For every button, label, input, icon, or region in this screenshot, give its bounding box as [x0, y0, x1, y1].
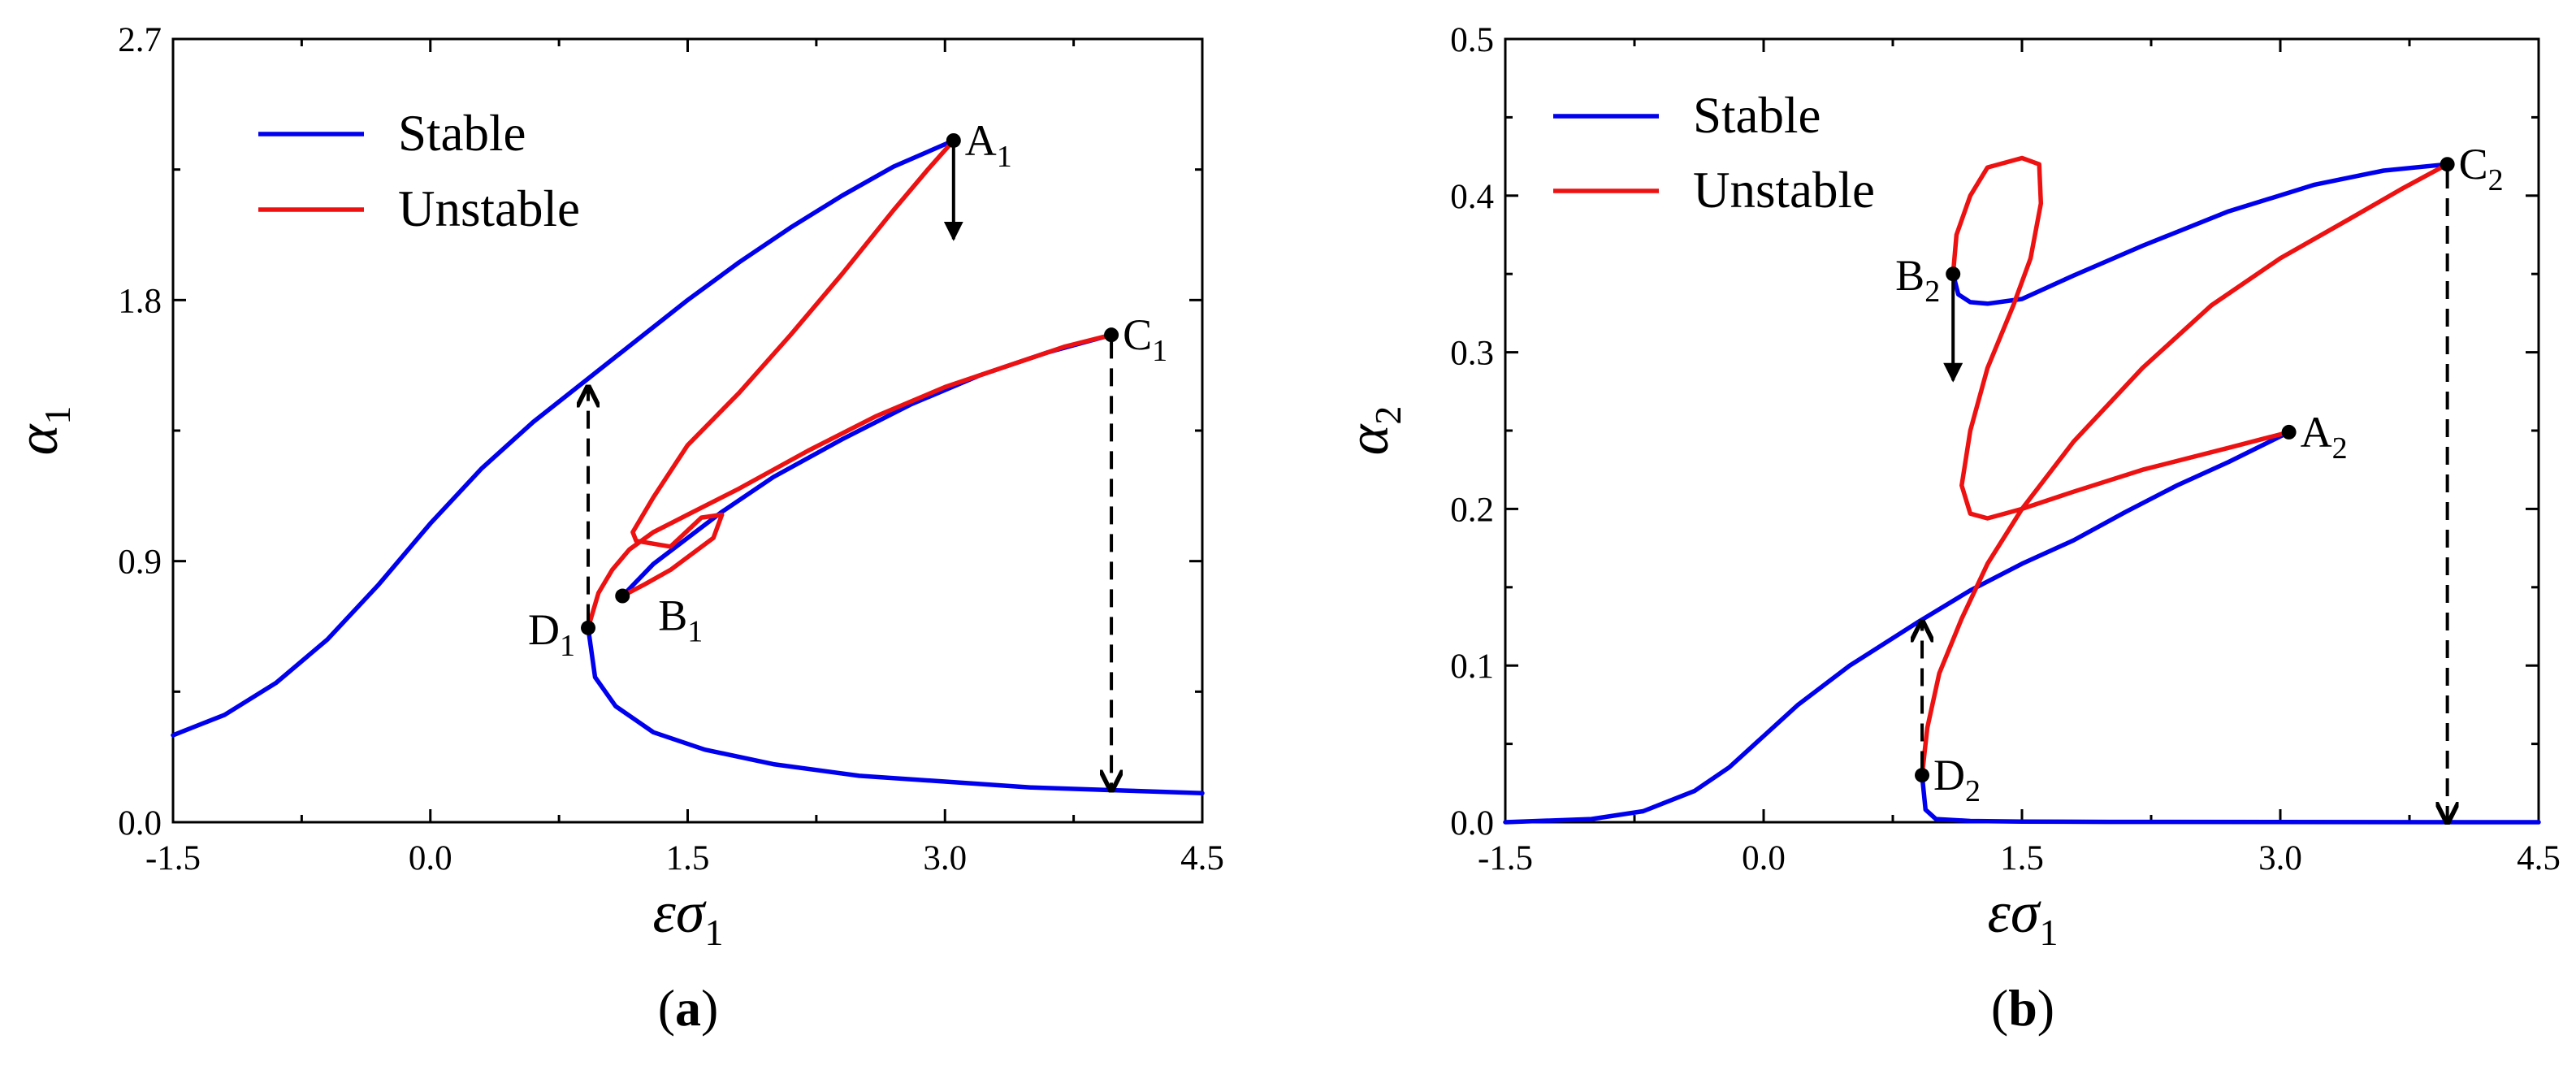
point-d1-marker: [581, 620, 596, 635]
panel-label: (b): [1991, 979, 2054, 1037]
x-tick-label: 1.5: [2000, 839, 2044, 877]
y-axis-label: α1: [5, 406, 78, 456]
y-tick-label: 0.0: [1450, 804, 1494, 843]
y-tick-label: 0.1: [1450, 648, 1494, 686]
point-b1-marker: [615, 588, 630, 604]
y-tick-label: 0.0: [118, 804, 162, 843]
x-axis-label: εσ1: [1988, 880, 2059, 953]
x-axis-label: εσ1: [653, 880, 724, 953]
y-tick-label: 0.2: [1450, 491, 1494, 529]
y-axis-label: α2: [1336, 406, 1409, 456]
stable-branch-2: [1950, 162, 2450, 306]
stable-branch-1: [1920, 773, 2541, 825]
y-tick-label: 1.8: [118, 282, 162, 320]
y-tick-label: 2.7: [118, 21, 162, 59]
stable-branch-0: [1503, 430, 2292, 825]
stable-branch-0: [171, 138, 956, 738]
point-c1-marker: [1104, 327, 1119, 343]
x-tick-label: 4.5: [1180, 839, 1224, 877]
point-c2-marker: [2440, 157, 2455, 172]
x-tick-label: 3.0: [923, 839, 967, 877]
y-tick-label: 0.4: [1450, 178, 1494, 216]
plot-frame: [171, 37, 1204, 824]
stable-branch-1: [620, 332, 1114, 599]
point-d1-label: D1: [528, 605, 575, 663]
legend-label-stable: Stable: [398, 105, 526, 162]
point-b2-marker: [1946, 266, 1961, 282]
point-b2-label: B2: [1895, 251, 1940, 309]
point-a2-label: A2: [2301, 408, 2348, 466]
y-tick-label: 0.5: [1450, 21, 1494, 59]
point-a1-marker: [946, 132, 961, 148]
legend-label-unstable: Unstable: [1693, 162, 1875, 219]
x-tick-label: -1.5: [145, 839, 201, 877]
point-d2-label: D2: [1933, 751, 1981, 808]
legend-label-stable: Stable: [1693, 87, 1821, 144]
point-c1-label: C1: [1123, 310, 1167, 368]
y-tick-label: 0.9: [118, 544, 162, 582]
panel-a-chart: -1.5 0.0 1.5 3.0 4.50.00.91.82.7εσ1α1A1B1C1D…: [5, 21, 1224, 1037]
point-c2-label: C2: [2459, 140, 2504, 197]
unstable-branch-4: [1920, 162, 2450, 778]
panel-label: (a): [658, 979, 719, 1037]
stable-branch-2: [586, 626, 1205, 796]
unstable-branch-4: [586, 332, 1114, 630]
unstable-branch-3: [620, 138, 956, 599]
x-tick-label: 3.0: [2258, 839, 2302, 877]
x-tick-label: 0.0: [409, 839, 452, 877]
point-b1-label: B1: [658, 591, 703, 649]
x-tick-label: 0.0: [1742, 839, 1786, 877]
point-a1-label: A1: [965, 116, 1012, 174]
point-d2-marker: [1915, 768, 1930, 783]
x-tick-label: -1.5: [1478, 839, 1533, 877]
x-tick-label: 4.5: [2517, 839, 2561, 877]
y-tick-label: 0.3: [1450, 335, 1494, 373]
unstable-branch-3: [1950, 155, 2292, 521]
legend-label-unstable: Unstable: [398, 180, 580, 237]
x-tick-label: 1.5: [666, 839, 710, 877]
point-a2-marker: [2281, 424, 2297, 440]
